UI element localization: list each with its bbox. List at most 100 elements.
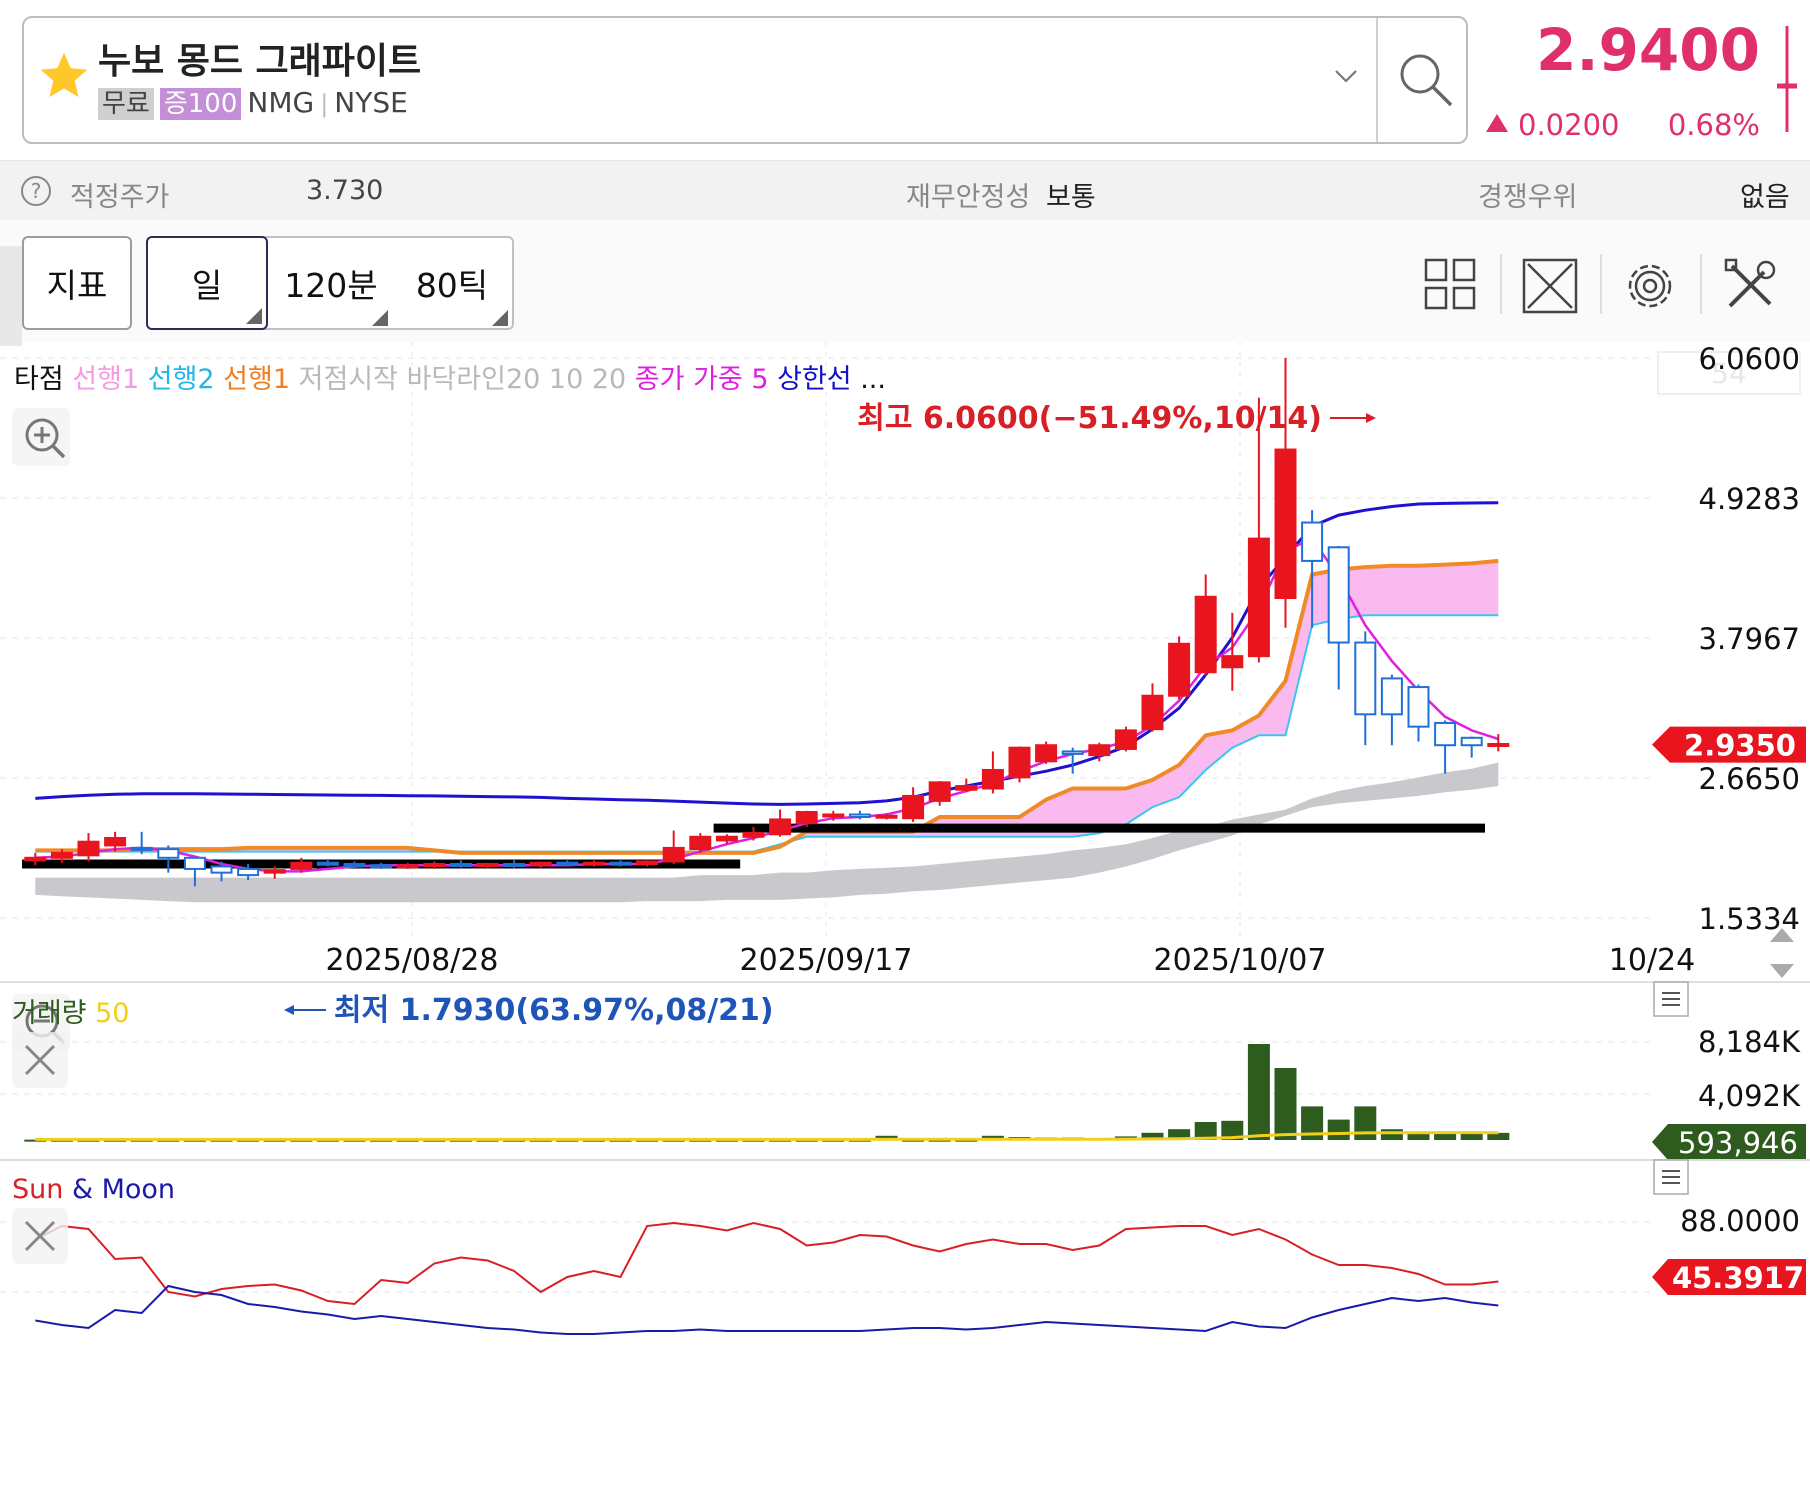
sunmoon-current-marker: 45.3917 xyxy=(1652,1259,1806,1295)
date-axis-label: 10/24 xyxy=(1609,943,1695,978)
up-candle xyxy=(1168,642,1191,697)
sunmoon-title-rest: & Moon xyxy=(72,1174,175,1205)
down-candle xyxy=(1434,721,1457,747)
fair-price-label: 적정주가 xyxy=(70,182,170,213)
down-candle xyxy=(1301,521,1324,562)
legend-item: 타점 xyxy=(14,364,64,395)
volume-close-icon[interactable] xyxy=(12,1032,68,1088)
up-candle xyxy=(50,851,73,859)
tools-icon[interactable] xyxy=(1720,256,1780,316)
chart-area[interactable]: 최고 6.0600(−51.49%,10/14) 최저 1.7930(63.97… xyxy=(0,342,1810,1496)
candles[interactable] xyxy=(24,358,1510,887)
legend-item: 종가 가중 5 xyxy=(626,364,768,395)
volume-title-text: 거래량 xyxy=(12,998,95,1029)
scroll-arrows-icon[interactable] xyxy=(1770,928,1794,978)
help-icon[interactable]: ? xyxy=(20,175,52,207)
toolbar-divider xyxy=(1700,254,1702,314)
period-80tick-menu-corner xyxy=(492,310,508,326)
period-120min-label: 120분 xyxy=(284,266,378,305)
period-daily-menu-corner xyxy=(246,308,262,324)
up-candle xyxy=(529,861,552,867)
down-candle xyxy=(848,813,871,818)
current-price: 2.9400 xyxy=(1536,16,1760,84)
gear-icon[interactable] xyxy=(1620,256,1680,316)
down-candle xyxy=(370,864,393,869)
down-candle xyxy=(503,862,526,867)
down-candle xyxy=(1061,750,1084,755)
price-change-percent: 0.68% xyxy=(1667,108,1760,142)
volume-bar xyxy=(1301,1106,1324,1140)
chevron-down-icon[interactable] xyxy=(1334,68,1358,84)
volume-bar xyxy=(1274,1068,1297,1140)
date-axis: 2025/08/28 2025/09/17 2025/10/07 10/24 xyxy=(326,943,1696,978)
stability-label: 재무안정성 xyxy=(906,182,1031,213)
volume-bars xyxy=(24,1044,1510,1142)
mini-candle-icon xyxy=(1777,26,1797,132)
high-annotation: 최고 6.0600(−51.49%,10/14) xyxy=(857,401,1322,436)
up-candle xyxy=(955,785,978,791)
leading-span1-line xyxy=(35,558,1499,855)
side-handle[interactable] xyxy=(0,246,22,346)
period-120min-menu-corner xyxy=(372,310,388,326)
toolbar-divider xyxy=(1600,254,1602,314)
chart-toolbar: 지표 일 120분 80틱 xyxy=(0,220,1810,346)
volume-bar xyxy=(1247,1044,1270,1140)
up-candle xyxy=(1141,694,1164,731)
up-candle xyxy=(290,861,313,870)
period-120min-button[interactable]: 120분 xyxy=(270,236,392,330)
search-icon[interactable] xyxy=(1396,50,1456,110)
price-axis-label: 1.5334 xyxy=(1699,902,1800,936)
date-axis-bg xyxy=(0,936,1810,982)
sunmoon-sun-line xyxy=(34,1221,1499,1306)
up-candle xyxy=(1088,744,1111,757)
volume-menu-icon[interactable] xyxy=(1653,981,1689,1017)
header: 누보 몽드 그래파이트 무료 증100 NMG | NYSE 2.9400 0.0200… xyxy=(0,0,1810,160)
sunmoon-close-icon[interactable] xyxy=(12,1208,68,1264)
volume-ma-line xyxy=(35,1131,1499,1141)
period-daily-button[interactable]: 일 xyxy=(146,236,268,330)
volume-ma-polyline xyxy=(35,1131,1499,1141)
legend-item: 선행1 xyxy=(64,364,139,395)
price-axis: 6.0600 4.9283 3.7967 2.6650 1.5334 xyxy=(1652,342,1810,936)
volume-current-marker: 593,946 xyxy=(1652,1124,1806,1160)
stock-tags: 무료 증100 NMG | NYSE xyxy=(98,86,408,120)
down-candle xyxy=(316,861,339,866)
up-candle xyxy=(1035,744,1058,763)
svg-text:?: ? xyxy=(31,179,42,203)
volume-axis-mid: 4,092K xyxy=(1698,1079,1801,1113)
up-candle xyxy=(902,794,925,820)
down-candle xyxy=(1460,736,1483,747)
symbol-search-box[interactable]: 누보 몽드 그래파이트 무료 증100 NMG | NYSE xyxy=(22,16,1468,144)
up-candle xyxy=(1247,537,1270,658)
fullscreen-icon[interactable] xyxy=(1520,256,1580,316)
up-candle xyxy=(795,811,818,825)
star-icon[interactable] xyxy=(36,48,92,104)
exchange-name: NYSE xyxy=(334,86,408,119)
indicator-legend[interactable]: 타점 선행1 선행2 선행1 저점시작 바닥라인20 10 20 종가 가중 5… xyxy=(14,364,886,395)
price-axis-label: 4.9283 xyxy=(1699,482,1800,516)
price-axis-bg xyxy=(1652,342,1810,936)
down-candle xyxy=(1380,677,1403,716)
high-arrow-head xyxy=(1366,413,1376,423)
up-candle xyxy=(981,768,1004,790)
period-80tick-button[interactable]: 80틱 xyxy=(392,236,512,330)
up-candle xyxy=(662,846,685,863)
up-candle xyxy=(423,862,446,867)
layout-grid-icon[interactable] xyxy=(1422,256,1478,312)
sunmoon-menu-icon[interactable] xyxy=(1653,1159,1689,1195)
volume-bar xyxy=(1380,1129,1403,1140)
date-axis-label: 2025/09/17 xyxy=(740,943,913,978)
volume-bar xyxy=(1141,1132,1164,1140)
price-axis-label: 3.7967 xyxy=(1699,622,1800,656)
volume-current-label: 593,946 xyxy=(1678,1126,1798,1160)
volume-bar xyxy=(1221,1120,1244,1140)
margin-tag: 증100 xyxy=(159,88,242,120)
indicator-button[interactable]: 지표 xyxy=(22,236,132,330)
up-candle xyxy=(1008,746,1031,779)
market-code: NMG xyxy=(247,86,315,119)
price-change: 0.0200 xyxy=(1518,108,1620,142)
sunmoon-axis-label: 88.0000 xyxy=(1680,1204,1800,1238)
zoom-in-icon[interactable] xyxy=(12,408,70,466)
competitive-label: 경쟁우위 xyxy=(1478,182,1578,213)
search-divider xyxy=(1376,18,1378,142)
